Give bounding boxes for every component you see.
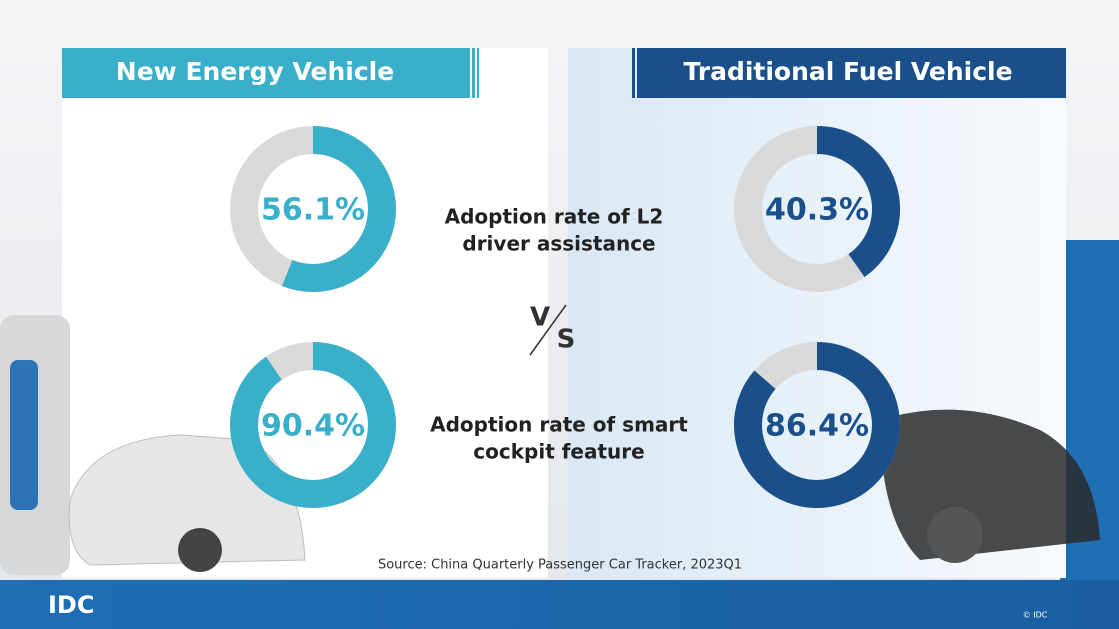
header-stripe: [632, 48, 635, 98]
vs-letter: S: [557, 325, 576, 355]
donut-arc: [816, 126, 900, 278]
vs-slash: [529, 304, 567, 356]
vs-letter: V: [530, 303, 550, 333]
footer: [0, 580, 1119, 629]
donut-value: 40.3%: [765, 193, 869, 228]
wheel: [927, 507, 983, 563]
metric-label: driver assistance: [462, 232, 655, 256]
donut-arc: [230, 342, 396, 508]
metric-label: cockpit feature: [473, 440, 644, 464]
charger-screen: [10, 360, 38, 510]
donut-value: 86.4%: [765, 409, 869, 444]
metric-label: Adoption rate of L2: [445, 205, 664, 229]
donut-value: 90.4%: [261, 409, 365, 444]
header-stripe: [472, 48, 475, 98]
right-header: Traditional Fuel Vehicle: [683, 57, 1012, 86]
donut-arc: [281, 126, 396, 292]
left-header-bar: [62, 48, 470, 98]
metric-label: Adoption rate of smart: [430, 413, 688, 437]
right-header-bar: [637, 48, 1066, 98]
wheel: [178, 528, 222, 572]
source: Source: China Quarterly Passenger Car Tr…: [378, 558, 742, 573]
header-stripe: [477, 48, 479, 98]
logo: IDC: [48, 591, 94, 619]
donut-arc: [734, 342, 900, 508]
left-header: New Energy Vehicle: [116, 57, 394, 86]
donut-value: 56.1%: [261, 193, 365, 228]
copyright: © IDC: [1023, 611, 1048, 620]
